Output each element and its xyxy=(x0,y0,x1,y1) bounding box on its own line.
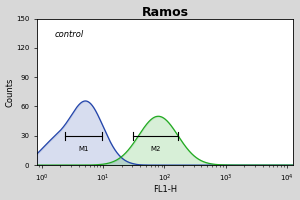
X-axis label: FL1-H: FL1-H xyxy=(153,185,177,194)
Y-axis label: Counts: Counts xyxy=(6,77,15,107)
Text: M2: M2 xyxy=(150,146,160,152)
Text: control: control xyxy=(55,30,84,39)
Title: Ramos: Ramos xyxy=(142,6,188,19)
Text: M1: M1 xyxy=(78,146,89,152)
